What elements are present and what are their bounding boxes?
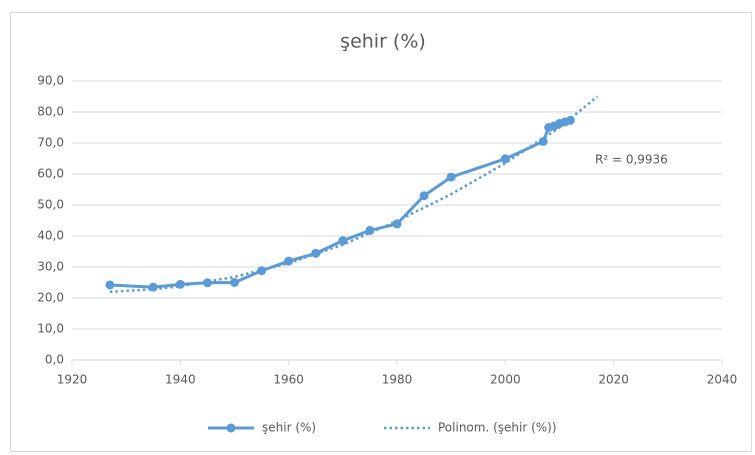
x-tick-label: 2020 (598, 373, 629, 387)
x-tick-label: 1980 (382, 373, 413, 387)
marker (419, 191, 429, 201)
marker (446, 172, 456, 182)
x-tick-label: 1940 (165, 373, 196, 387)
x-tick-label: 2040 (707, 373, 738, 387)
x-tick-label: 1960 (273, 373, 304, 387)
y-tick-label: 40,0 (37, 229, 64, 243)
marker (230, 278, 239, 287)
marker (105, 280, 115, 290)
y-tick-label: 30,0 (37, 260, 64, 274)
legend-label: şehir (%) (262, 421, 316, 435)
y-tick-label: 10,0 (37, 322, 64, 336)
chart-frame (10, 12, 752, 452)
y-tick-label: 80,0 (37, 105, 64, 119)
x-tick-label: 1920 (57, 373, 88, 387)
y-tick-label: 60,0 (37, 167, 64, 181)
annotation: R² = 0,9936 (595, 153, 668, 167)
x-tick-label: 2000 (490, 373, 521, 387)
marker (392, 219, 402, 229)
y-tick-label: 20,0 (37, 291, 64, 305)
y-tick-label: 0,0 (45, 353, 64, 367)
legend-label: Polinom. (şehir (%)) (438, 421, 557, 435)
trend-line (109, 95, 599, 294)
y-tick-label: 50,0 (37, 198, 64, 212)
y-tick-label: 70,0 (37, 136, 64, 150)
marker (538, 136, 548, 146)
marker (338, 236, 348, 246)
legend-marker (226, 423, 236, 433)
y-tick-label: 90,0 (37, 74, 64, 88)
chart-title: şehir (%) (340, 31, 426, 53)
